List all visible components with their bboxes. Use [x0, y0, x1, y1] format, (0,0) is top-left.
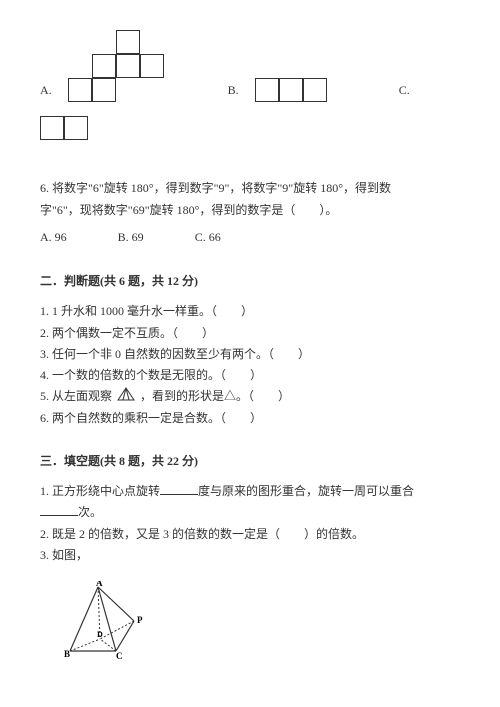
pyramid-label-d: D [97, 630, 103, 639]
s3-item-1a: 1. 正方形绕中心点旋转 [40, 484, 160, 498]
pyramid-figure: A B C D P [64, 581, 460, 669]
shape-c-row [40, 116, 460, 140]
section-2-title: 二．判断题(共 6 题，共 12 分) [40, 271, 460, 293]
pyramid-label-p: P [137, 615, 143, 625]
q6-choice-c: C. 66 [195, 227, 221, 249]
s2-item-5: 5. 从左面观察 ，看到的形状是△。（ ） [40, 387, 460, 407]
s2-item-3: 3. 任何一个非 0 自然数的因数至少有两个。（ ） [40, 345, 460, 364]
triangle-icon [117, 387, 135, 407]
pyramid-label-b: B [64, 649, 70, 659]
option-c-label: C. [399, 80, 410, 102]
pyramid-label-c: C [116, 651, 123, 661]
s3-item-3: 3. 如图， [40, 546, 460, 565]
section-2-items: 1. 1 升水和 1000 毫升水一样重。（ ） 2. 两个偶数一定不互质。（ … [40, 302, 460, 428]
blank-1 [160, 483, 198, 495]
s3-item-1-line2: 次。 [40, 503, 460, 522]
s2-item-6: 6. 两个自然数的乘积一定是合数。（ ） [40, 409, 460, 428]
s2-item-4: 4. 一个数的倍数的个数是无限的。（ ） [40, 366, 460, 385]
s2-item-1: 1. 1 升水和 1000 毫升水一样重。（ ） [40, 302, 460, 321]
section-3-title: 三．填空题(共 8 题，共 22 分) [40, 451, 460, 473]
pyramid-label-a: A [96, 581, 103, 588]
blank-2 [40, 504, 78, 516]
s3-item-2: 2. 既是 2 的倍数，又是 3 的倍数的数一定是（ ）的倍数。 [40, 525, 460, 544]
question-6: 6. 将数字"6"旋转 180°，得到数字"9"，将数字"9"旋转 180°，得… [40, 178, 460, 249]
s2-item-2: 2. 两个偶数一定不互质。（ ） [40, 324, 460, 343]
q6-line2: 字"6"，现将数字"69"旋转 180°，得到的数字是（ ）。 [40, 200, 460, 222]
options-row-1: A. B. C. [40, 30, 460, 102]
option-a-label: A. [40, 80, 52, 102]
q6-choices: A. 96 B. 69 C. 66 [40, 227, 460, 249]
s3-item-1c: 次。 [78, 505, 102, 519]
option-b-label: B. [228, 80, 239, 102]
q6-choice-a: A. 96 [40, 227, 67, 249]
q6-choice-b: B. 69 [118, 227, 144, 249]
s2-item-5a: 5. 从左面观察 [40, 389, 112, 403]
shape-b-row [255, 78, 327, 102]
s3-item-1: 1. 正方形绕中心点旋转 度与原来的图形重合，旋转一周可以重合 [40, 482, 460, 501]
q6-line1: 6. 将数字"6"旋转 180°，得到数字"9"，将数字"9"旋转 180°，得… [40, 178, 460, 200]
s3-item-1b: 度与原来的图形重合，旋转一周可以重合 [198, 484, 414, 498]
shape-a-net [68, 30, 164, 102]
s2-item-5b: ，看到的形状是△。（ ） [140, 389, 290, 403]
section-3-items: 1. 正方形绕中心点旋转 度与原来的图形重合，旋转一周可以重合 次。 2. 既是 … [40, 482, 460, 565]
